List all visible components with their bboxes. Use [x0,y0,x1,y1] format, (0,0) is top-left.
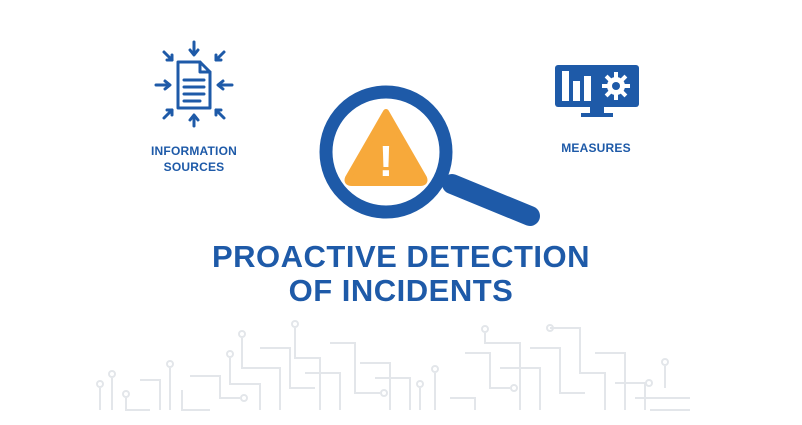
measures-caption: MEASURES [561,141,631,155]
circuit-pattern [96,320,690,411]
headline-line1: PROACTIVE DETECTION [211,239,591,274]
information-sources-line1: INFORMATION [151,144,237,158]
magnifier-warning-icon: ! [319,85,540,226]
warning-exclamation-icon: ! [379,137,394,186]
monitor-chart-gear-icon [555,65,639,117]
headline-line2: OF INCIDENTS [288,273,514,308]
document-inbound-arrows-icon [154,40,234,128]
information-sources-line2: SOURCES [163,160,225,174]
headline: PROACTIVE DETECTION OF INCIDENTS [160,240,642,308]
information-sources-caption: INFORMATION SOURCES [130,143,258,175]
